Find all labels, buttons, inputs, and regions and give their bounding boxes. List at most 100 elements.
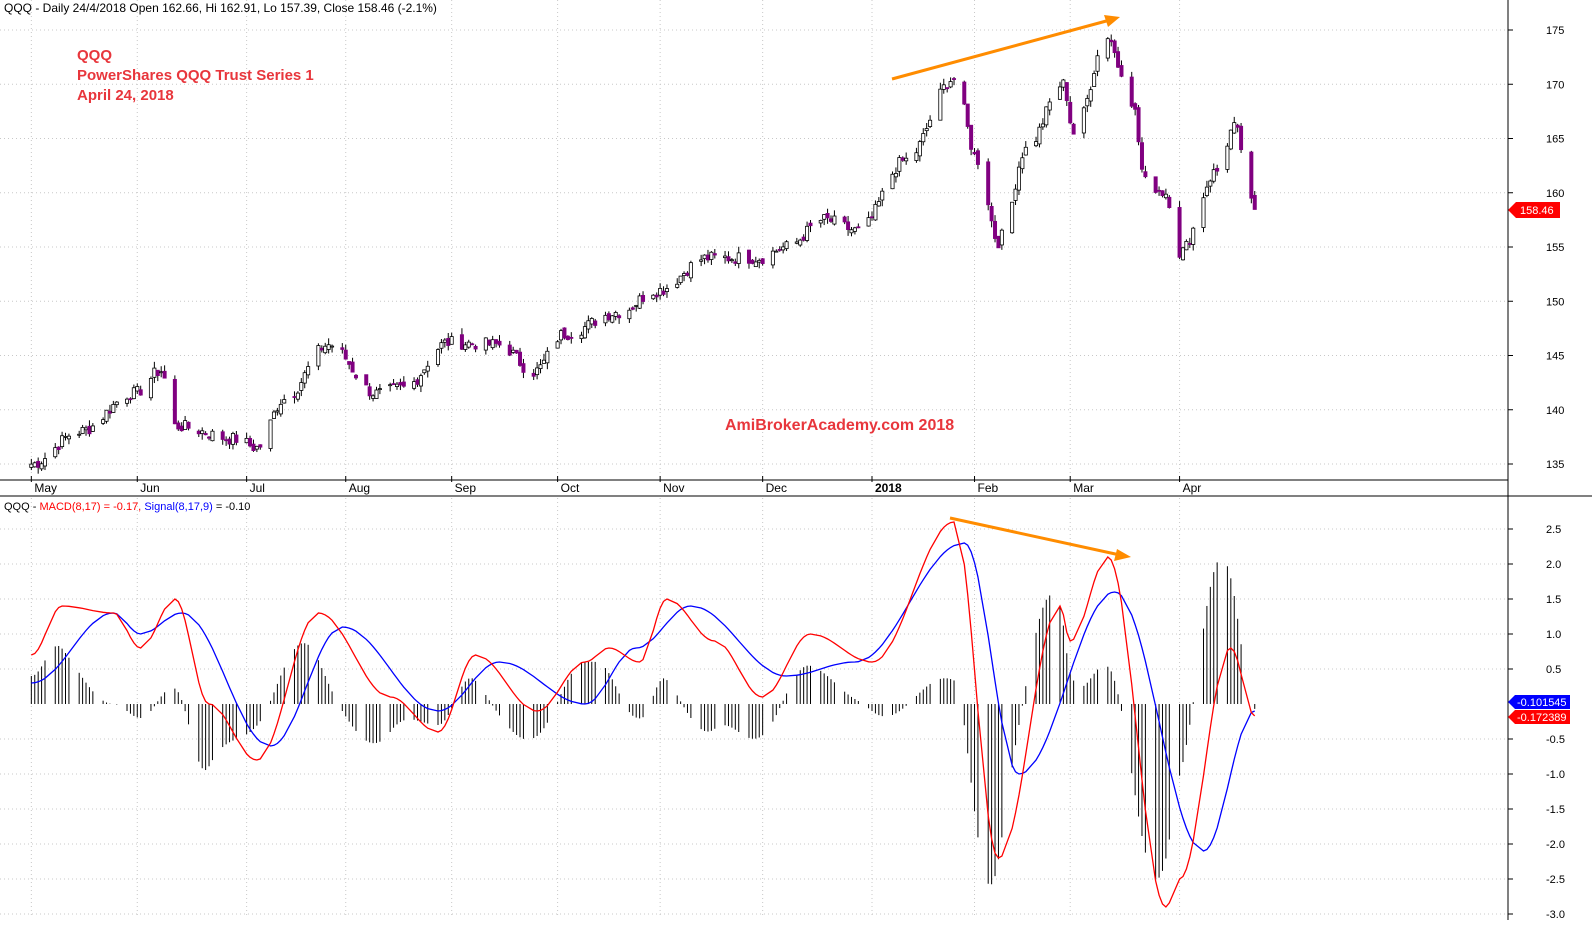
candle-body-down: [777, 248, 782, 251]
macd-tick-label: 2.0: [1546, 559, 1561, 571]
candle: [514, 349, 519, 354]
candle: [975, 148, 980, 170]
candle-body-up: [938, 88, 943, 121]
candle-body-down: [593, 320, 598, 326]
candle-body-down: [1143, 171, 1148, 178]
candle: [1211, 163, 1216, 184]
candle: [750, 259, 755, 265]
candle: [873, 200, 878, 221]
candle: [989, 202, 994, 228]
candle-body-down: [1249, 151, 1254, 199]
candle: [114, 401, 119, 408]
candle-body-up: [148, 378, 153, 399]
annotation-date: April 24, 2018: [77, 87, 174, 104]
candle: [805, 221, 810, 243]
candle-body-up: [535, 367, 540, 376]
candle-body-up: [200, 430, 205, 434]
candle-body-up: [699, 259, 704, 262]
macd-tick-label: 1.0: [1546, 629, 1561, 641]
candle-body-up: [377, 388, 382, 391]
candle: [425, 360, 430, 378]
candle-body-up: [1228, 129, 1233, 150]
candle: [852, 226, 857, 235]
candle-body-up: [330, 345, 335, 348]
macd-last-marker: -0.172389: [1508, 710, 1570, 724]
candle-body-up: [66, 435, 71, 440]
candle: [1160, 190, 1165, 198]
candle-body-up: [278, 403, 283, 415]
candle-body-up: [39, 463, 44, 470]
candle-body-up: [254, 445, 259, 450]
candle: [712, 249, 717, 259]
candle: [364, 374, 369, 386]
candle-body-down: [1139, 142, 1144, 170]
candle: [842, 215, 847, 225]
candle-body-down: [1129, 76, 1134, 107]
candle-body-up: [299, 382, 304, 391]
candle-body-up: [323, 345, 328, 354]
candle-body-up: [651, 294, 656, 300]
price-tick-label: 165: [1546, 134, 1564, 146]
candle-body-up: [702, 254, 707, 260]
candle: [299, 378, 304, 397]
candle-body-up: [1095, 55, 1100, 72]
candle-body-up: [582, 326, 587, 339]
candle: [535, 362, 540, 380]
candle: [917, 139, 922, 162]
candle-body-up: [770, 250, 775, 266]
candle-body-down: [565, 335, 570, 341]
price-grid: [0, 0, 1508, 478]
candle: [664, 284, 669, 298]
candle: [924, 123, 929, 137]
candle-body-up: [890, 173, 895, 190]
candle: [654, 292, 659, 303]
candle-body-down: [172, 378, 177, 425]
ohlc-header: QQQ - Daily 24/4/2018 Open 162.66, Hi 16…: [4, 1, 437, 15]
candle-body-up: [1037, 126, 1042, 145]
candle-body-up: [374, 389, 379, 399]
price-axis: 175 170 165 160 155 150 145 140 135: [1508, 25, 1564, 471]
candle-body-up: [1081, 107, 1086, 134]
candle-body-up: [1105, 38, 1110, 59]
candle-body-down: [685, 272, 690, 276]
candle-body-up: [774, 250, 779, 253]
candle-body-up: [43, 458, 48, 467]
candle: [675, 278, 680, 289]
candle-body-up: [784, 241, 789, 250]
candle: [1129, 71, 1134, 109]
candle-body-up: [866, 217, 871, 227]
candle-body-up: [610, 315, 615, 323]
candle-body-down: [258, 444, 263, 448]
candle-body-down: [367, 386, 372, 397]
candle-body-down: [801, 236, 806, 241]
candle-body-up: [1034, 141, 1039, 147]
macd-header-signal: Signal(8,17,9): [144, 501, 213, 513]
candle-body-up: [463, 344, 468, 350]
candle-body-up: [1013, 188, 1018, 201]
candle-body-down: [227, 438, 232, 445]
candle-body-up: [135, 386, 140, 392]
candle-body-up: [111, 404, 116, 413]
candle-body-up: [490, 339, 495, 349]
candle-body-up: [436, 349, 441, 365]
candle-body-up: [924, 128, 929, 132]
candle: [278, 399, 283, 417]
candle: [729, 258, 734, 263]
candle: [678, 275, 683, 285]
candle-body-down: [179, 425, 184, 432]
month-label: Jun: [140, 481, 159, 495]
candle-body-up: [658, 288, 663, 296]
candle: [914, 147, 919, 163]
annotation-name: PowerShares QQQ Trust Series 1: [77, 67, 314, 84]
candle: [1037, 123, 1042, 148]
candle: [890, 171, 895, 190]
candle: [562, 327, 567, 340]
candle: [60, 431, 65, 449]
candle: [538, 359, 543, 374]
candle: [104, 409, 109, 424]
candle: [1081, 106, 1086, 139]
candle: [1167, 195, 1172, 209]
candle-body-down: [398, 382, 403, 386]
candle-body-up: [425, 365, 430, 372]
